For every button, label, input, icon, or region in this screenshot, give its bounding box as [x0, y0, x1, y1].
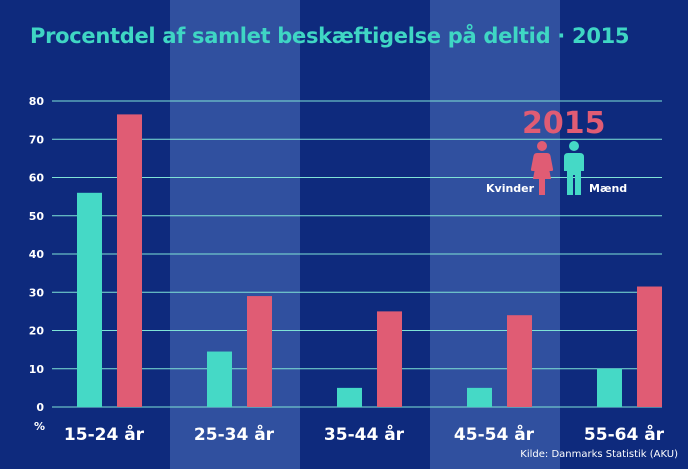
y-tick-label: 50 — [29, 210, 45, 223]
bar-women — [377, 311, 402, 407]
bar-women — [247, 296, 272, 407]
legend-year: 2015 — [522, 106, 606, 141]
chart-title: Procentdel af samlet beskæftigelse på de… — [30, 24, 630, 48]
source-note: Kilde: Danmarks Statistik (AKU) — [520, 449, 678, 460]
y-tick-label: 80 — [29, 95, 45, 108]
bar-women — [637, 286, 662, 407]
legend-women-label: Kvinder — [486, 182, 535, 195]
y-tick-label: 40 — [29, 248, 45, 261]
man-icon — [564, 141, 584, 195]
bar-men — [207, 351, 232, 407]
legend-men-label: Mænd — [589, 182, 628, 195]
bar-women — [117, 114, 142, 407]
bar-men — [337, 387, 362, 407]
bar-women — [507, 315, 532, 407]
x-tick-label: 25-34 år — [194, 423, 275, 445]
y-tick-label: 20 — [29, 325, 45, 338]
background-band — [430, 0, 560, 469]
y-tick-label: 30 — [29, 286, 45, 299]
y-tick-label: 60 — [29, 172, 45, 185]
x-tick-label: 55-64 år — [584, 423, 665, 445]
x-tick-label: 35-44 år — [324, 423, 405, 445]
x-tick-label: 15-24 år — [64, 423, 145, 445]
bar-men — [77, 192, 102, 407]
y-tick-label: 70 — [29, 133, 45, 146]
woman-icon — [530, 141, 554, 195]
y-axis-label: % — [34, 420, 45, 433]
bar-men — [467, 387, 492, 407]
background-band — [170, 0, 300, 469]
y-tick-label: 10 — [29, 363, 45, 376]
bar-men — [597, 368, 622, 407]
x-tick-label: 45-54 år — [454, 423, 535, 445]
y-tick-label: 0 — [36, 401, 44, 414]
